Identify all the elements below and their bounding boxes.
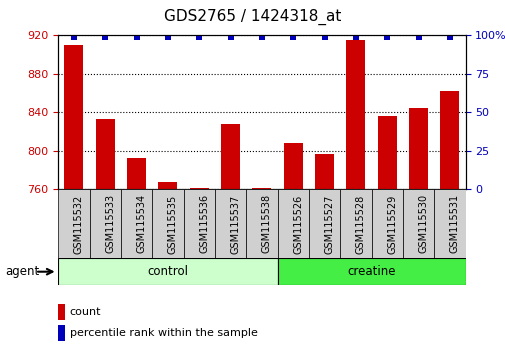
Text: GSM115531: GSM115531 [449, 194, 459, 253]
Point [288, 34, 296, 40]
Text: GSM115526: GSM115526 [292, 194, 302, 253]
Text: GSM115528: GSM115528 [355, 194, 365, 253]
FancyBboxPatch shape [89, 189, 121, 258]
Bar [439, 91, 459, 189]
FancyBboxPatch shape [402, 189, 433, 258]
FancyBboxPatch shape [277, 189, 308, 258]
Text: GSM115532: GSM115532 [74, 194, 84, 253]
Text: GSM115534: GSM115534 [136, 194, 146, 253]
Point [320, 34, 328, 40]
Bar [158, 182, 177, 189]
Bar [377, 116, 396, 189]
Point [164, 34, 172, 40]
Text: creatine: creatine [346, 265, 395, 278]
Text: count: count [70, 307, 101, 318]
Text: GSM115527: GSM115527 [324, 194, 334, 253]
Bar [315, 154, 333, 189]
FancyBboxPatch shape [277, 258, 465, 285]
FancyBboxPatch shape [152, 189, 183, 258]
FancyBboxPatch shape [58, 258, 277, 285]
Bar [409, 108, 427, 189]
Text: agent: agent [5, 265, 39, 278]
Point [351, 34, 359, 40]
Text: GSM115537: GSM115537 [230, 194, 240, 253]
Point [226, 34, 234, 40]
FancyBboxPatch shape [121, 189, 152, 258]
Point [382, 34, 390, 40]
Point [258, 34, 266, 40]
Text: percentile rank within the sample: percentile rank within the sample [70, 328, 257, 338]
FancyBboxPatch shape [246, 189, 277, 258]
Text: GSM115530: GSM115530 [418, 194, 428, 253]
FancyBboxPatch shape [433, 189, 465, 258]
FancyBboxPatch shape [183, 189, 215, 258]
FancyBboxPatch shape [215, 189, 246, 258]
Bar [221, 124, 239, 189]
Point [195, 34, 203, 40]
FancyBboxPatch shape [58, 189, 89, 258]
Text: GSM115538: GSM115538 [262, 194, 271, 253]
Point [132, 34, 140, 40]
Point [70, 34, 78, 40]
FancyBboxPatch shape [339, 189, 371, 258]
FancyBboxPatch shape [308, 189, 339, 258]
Text: GSM115535: GSM115535 [168, 194, 177, 253]
Bar [64, 45, 83, 189]
Bar [189, 188, 208, 189]
FancyBboxPatch shape [371, 189, 402, 258]
Bar [346, 40, 365, 189]
Text: GDS2765 / 1424318_at: GDS2765 / 1424318_at [164, 9, 341, 25]
Bar [95, 119, 114, 189]
Point [414, 34, 422, 40]
Text: GSM115533: GSM115533 [105, 194, 115, 253]
Text: GSM115536: GSM115536 [199, 194, 209, 253]
Bar [283, 143, 302, 189]
Point [445, 34, 453, 40]
Bar [252, 188, 271, 189]
Point [101, 34, 109, 40]
Text: GSM115529: GSM115529 [386, 194, 396, 253]
Bar [127, 158, 145, 189]
Text: control: control [147, 265, 188, 278]
